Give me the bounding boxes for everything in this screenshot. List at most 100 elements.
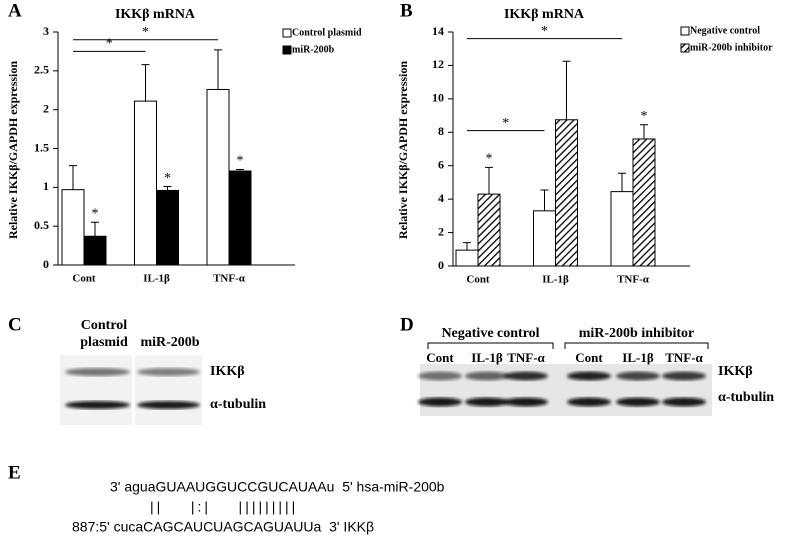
band — [567, 397, 611, 407]
blot-background — [60, 355, 202, 425]
bar — [83, 235, 107, 266]
y-tick-label: 4 — [438, 191, 444, 205]
blot-background — [420, 364, 712, 416]
band — [465, 371, 509, 381]
band — [662, 371, 706, 381]
lane-label: Cont — [575, 350, 603, 365]
bar — [61, 189, 85, 266]
band — [616, 397, 660, 407]
y-axis-label: Relative IKKβ/GAPDH expression — [6, 61, 20, 239]
band — [465, 397, 509, 407]
significance-star: * — [106, 37, 113, 52]
lane-label: plasmid — [80, 335, 128, 350]
band — [137, 368, 200, 376]
band — [616, 371, 660, 381]
error-bar — [640, 124, 648, 139]
band — [137, 401, 200, 409]
legend-label: miR-200b inhibitor — [690, 42, 773, 53]
legend-swatch — [282, 28, 292, 38]
significance-star: * — [237, 154, 244, 169]
lane-label: Control — [81, 318, 128, 333]
legend-swatch — [680, 26, 690, 36]
x-tick-label: IL-1β — [143, 273, 170, 285]
panel-label: B — [400, 0, 413, 21]
bar — [477, 193, 501, 267]
x-tick-label: Cont — [72, 273, 96, 285]
bar — [632, 138, 656, 267]
mirna-sequence: 3' aguaGUAAUGGUCCGUCAUAAu 5' hsa-miR-200… — [110, 479, 445, 495]
error-bar — [236, 168, 244, 172]
row-label: IKKβ — [718, 364, 753, 379]
y-tick-label: 12 — [432, 57, 444, 71]
lane-label: miR-200b — [140, 335, 199, 350]
band — [567, 371, 611, 381]
group-bracket — [427, 342, 554, 349]
x-tick-label: TNF-α — [213, 273, 246, 285]
panel-label: E — [8, 462, 21, 483]
legend-label: miR-200b — [292, 44, 335, 55]
lane-label: TNF-α — [665, 350, 703, 365]
bar — [228, 170, 252, 266]
row-label: α-tubulin — [210, 397, 266, 412]
error-bar — [214, 49, 222, 90]
y-axis-label: Relative IKKβ/GAPDH expression — [396, 61, 410, 239]
bar — [455, 249, 479, 267]
lane-label: TNF-α — [507, 350, 545, 365]
error-bar — [562, 60, 571, 120]
significance-star: * — [164, 171, 171, 186]
y-tick-label: 2 — [43, 101, 49, 115]
error-bar — [540, 189, 549, 211]
y-tick-label: 1.5 — [34, 140, 49, 154]
error-bar — [485, 166, 493, 195]
x-tick-label: Cont — [466, 274, 490, 286]
legend-swatch — [680, 43, 690, 53]
y-tick-label: 2 — [438, 224, 444, 238]
error-bar — [163, 186, 172, 191]
y-tick-label: 1 — [43, 179, 49, 193]
band — [504, 371, 548, 381]
bar — [610, 191, 634, 267]
y-tick-label: 14 — [432, 24, 444, 38]
y-tick-label: 8 — [438, 124, 444, 138]
significance-star: * — [92, 207, 99, 222]
y-tick-label: 0 — [438, 258, 444, 272]
y-tick-label: 10 — [432, 91, 444, 105]
panel-label: D — [400, 314, 414, 335]
base-pairing: || |:| ||||||||| — [150, 499, 298, 515]
bar — [555, 119, 578, 267]
band — [662, 397, 706, 407]
significance-star: * — [486, 152, 493, 167]
group-bracket — [564, 342, 709, 349]
chart-title: IKKβ mRNA — [115, 7, 196, 22]
legend-label: Control plasmid — [292, 27, 362, 38]
row-label: IKKβ — [210, 364, 245, 379]
legend-swatch — [282, 45, 292, 55]
significance-star: * — [502, 116, 509, 131]
band — [504, 397, 548, 407]
band — [65, 401, 130, 409]
significance-star: * — [541, 24, 548, 39]
group-label: Negative control — [441, 326, 539, 341]
panel-label: A — [8, 0, 22, 21]
bar — [533, 210, 556, 267]
bar — [134, 100, 157, 266]
bar — [206, 88, 230, 266]
band — [418, 371, 462, 381]
group-label: miR-200b inhibitor — [579, 326, 695, 341]
panel-label: C — [8, 314, 22, 335]
significance-star: * — [142, 25, 149, 40]
error-bar — [141, 64, 150, 102]
chart-title: IKKβ mRNA — [504, 7, 585, 22]
lane-label: Cont — [426, 350, 454, 365]
error-bar — [91, 221, 99, 237]
x-tick-label: TNF-α — [617, 274, 650, 286]
bar — [156, 189, 179, 266]
y-tick-label: 0.5 — [34, 218, 49, 232]
legend-label: Negative control — [690, 25, 760, 36]
lane-label: IL-1β — [471, 350, 503, 365]
significance-star: * — [641, 109, 648, 124]
lane-label: IL-1β — [622, 350, 654, 365]
band — [65, 368, 130, 376]
y-tick-label: 0 — [43, 257, 49, 271]
